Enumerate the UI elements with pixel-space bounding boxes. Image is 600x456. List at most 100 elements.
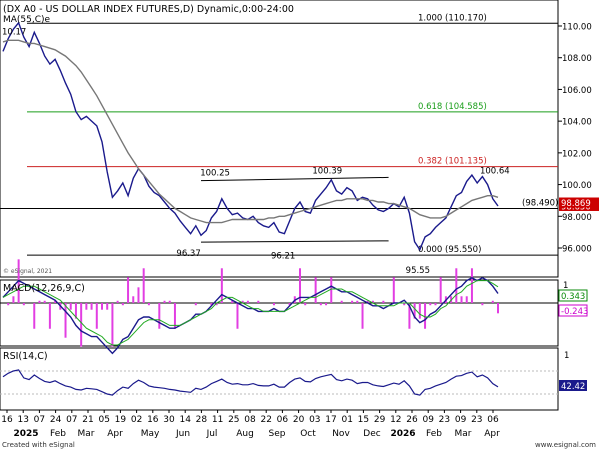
x-month-label: Jun (175, 429, 190, 439)
channel-top-line (200, 176, 389, 182)
x-day-label: 07 (34, 415, 45, 425)
x-month-label: Mar (455, 429, 472, 439)
series-layer (2, 21, 499, 396)
x-day-label: 28 (196, 415, 208, 425)
fib-level-label: 0.382 (101.135) (418, 157, 487, 167)
x-month-label: Apr (484, 429, 500, 439)
fib-level-label: 0.618 (104.585) (418, 102, 487, 112)
x-day-label: 13 (17, 415, 28, 425)
x-day-label: 22 (260, 415, 271, 425)
x-day-label: 17 (325, 415, 336, 425)
y-tick-label: 108.00 (562, 54, 592, 64)
y-tick-label: 106.00 (562, 86, 592, 96)
x-month-label: Dec (363, 429, 380, 439)
y-tick-label: 104.00 (562, 118, 592, 128)
x-day-label: 02 (131, 415, 142, 425)
macd-value-label: -0.243 (561, 307, 588, 317)
price-tag-box (559, 197, 599, 208)
x-month-label: Nov (332, 429, 350, 439)
ma55-series (2, 39, 499, 224)
x-month-label: 2025 (13, 429, 38, 439)
esignal-mark: © eSignal, 2021 (3, 268, 52, 275)
x-month-label: Aug (236, 429, 254, 439)
x-day-label: 12 (390, 415, 401, 425)
x-day-label: 25 (228, 415, 239, 425)
x-month-label: Jul (206, 429, 218, 439)
x-day-label: 23 (439, 415, 450, 425)
y-tick-label: 98.000 (562, 213, 592, 223)
fib-level-label: 1.000 (110.170) (418, 13, 487, 23)
x-day-label: 06 (487, 415, 499, 425)
x-day-label: 24 (50, 415, 62, 425)
x-month-label: Feb (426, 429, 442, 439)
x-month-label: Sep (269, 429, 286, 439)
x-day-label: 08 (244, 415, 256, 425)
price-panel-frame (0, 0, 559, 278)
x-month-label: Feb (50, 429, 66, 439)
rsi-line (2, 369, 499, 396)
macd-value-tag (558, 289, 588, 302)
price-annotation: 96.37 (176, 249, 200, 259)
x-day-label: 05 (98, 415, 109, 425)
fib-level-label: 0.000 (95.550) (418, 245, 481, 255)
price-annotation: 95.55 (406, 266, 430, 276)
x-day-label: 06 (277, 415, 289, 425)
ma-label: MA(55,C)e (3, 15, 51, 25)
x-day-label: 09 (422, 415, 434, 425)
macd-signal-line (2, 280, 499, 346)
macd-panel-frame (0, 279, 559, 347)
y-tick-label: 110.00 (562, 23, 592, 33)
macd-axis-label: 1 (563, 281, 568, 291)
x-day-label: 15 (358, 415, 369, 425)
x-day-label: 14 (179, 415, 191, 425)
x-day-label: 19 (115, 415, 127, 425)
x-day-label: 21 (82, 415, 93, 425)
rsi-value-tag (559, 380, 587, 391)
axis-layer: 96.000 98.000 100.00 102.00 104.00 106.00 108.… (0, 23, 599, 439)
price-series (2, 21, 499, 252)
x-day-label: 11 (212, 415, 223, 425)
x-month-label: Mar (78, 429, 95, 439)
x-month-label: Apr (107, 429, 123, 439)
x-month-label: May (141, 429, 160, 439)
x-day-label: 23 (471, 415, 482, 425)
price-tag-label: 98.869 (561, 199, 591, 209)
x-month-label: Oct (300, 429, 316, 439)
channel-bottom-line (200, 240, 389, 243)
macd-value-label: 0.343 (561, 292, 585, 302)
x-day-label: 03 (309, 415, 320, 425)
price-annotation: 100.64 (480, 166, 510, 176)
x-day-label: 29 (374, 415, 386, 425)
macd-value-tag (558, 304, 588, 317)
support-level-label: (98.490) (522, 199, 558, 209)
level-layer: 1.000 (110.170) 0.618 (104.585) 0.382 (101… (0, 13, 558, 395)
x-day-label: 16 (147, 415, 159, 425)
rsi-axis-label: 1 (564, 351, 569, 361)
price-annotation: 96.21 (271, 252, 295, 262)
footer-url: www.esignal.com (535, 441, 596, 449)
rsi-title: RSI(14,C) (3, 351, 48, 362)
macd-line (2, 277, 499, 355)
y-tick-label: 100.00 (562, 181, 592, 191)
price-annotation: 100.39 (312, 166, 342, 176)
macd-title: MACD(12,26,9,C) (3, 283, 85, 294)
y-tick-label: 102.00 (562, 149, 592, 159)
x-month-label: 2026 (390, 429, 415, 439)
attribution: Created with eSignal (2, 441, 75, 449)
x-day-label: 16 (1, 415, 13, 425)
chart-title: (DX A0 - US DOLLAR INDEX FUTURES,D) Dyna… (3, 4, 294, 15)
x-day-label: 26 (406, 415, 418, 425)
x-day-label: 09 (455, 415, 467, 425)
rsi-value-label: 42.42 (561, 382, 585, 392)
annotation-layer: 10.17 100.25 100.39 100.64 96.37 96.21 95.55 (2, 27, 510, 276)
x-day-label: 20 (293, 415, 305, 425)
x-day-label: 30 (163, 415, 175, 425)
x-day-label: 01 (341, 415, 352, 425)
price-annotation: 10.17 (2, 27, 26, 37)
y-tick-label: 96.000 (562, 245, 592, 255)
x-day-label: 07 (66, 415, 77, 425)
price-annotation: 100.25 (200, 169, 230, 179)
